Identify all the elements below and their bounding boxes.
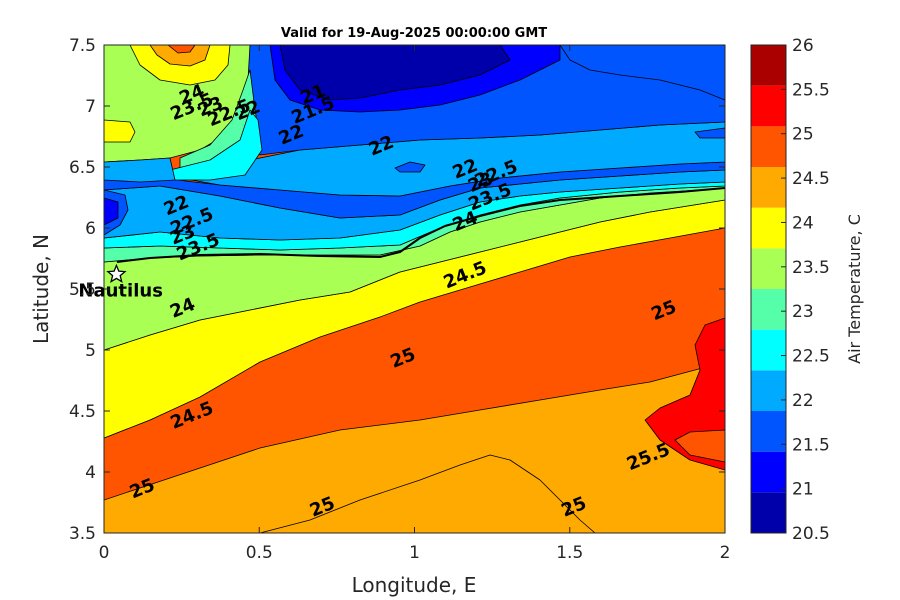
colorbar-tick-label: 22 [792,391,814,411]
colorbar-tick-label: 23 [792,302,814,322]
y-tick-label: 6 [85,219,96,239]
x-tick-label: 0 [99,543,110,563]
y-tick-label: 7 [85,97,96,117]
colorbar-tick-label: 25.5 [792,80,830,100]
colorbar-label: Air Temperature, C [845,214,864,364]
y-tick-label: 6.5 [69,158,96,178]
station-label: Nautilus [78,280,163,301]
colorbar-segment [751,289,786,330]
colorbar-segment [751,85,786,127]
markers: Nautilus [78,263,163,301]
x-tick-label: 1.5 [556,543,583,563]
colorbar-segment [751,492,786,533]
colorbar-tick-label: 21 [792,480,814,500]
colorbar-segment [751,126,786,167]
colorbar: 20.5 21 21.5 22 22.5 23 23.5 24 24.5 25 25.5 26 [750,36,830,544]
y-tick-label: 4.5 [69,402,96,422]
colorbar-segment [751,411,786,452]
colorbar-segment [751,370,786,411]
colorbar-segment [751,451,786,493]
colorbar-tick-label: 24 [792,213,814,233]
x-tick-label: 2 [720,543,731,563]
colorbar-tick-label: 24.5 [792,169,830,189]
colorbar-tick-label: 25 [792,125,814,145]
x-tick-label: 1 [409,543,420,563]
colorbar-segment [751,207,786,249]
colorbar-tick-label: 23.5 [792,258,830,278]
chart-title: Valid for 19-Aug-2025 00:00:00 GMT [281,26,547,41]
y-tick-label: 3.5 [69,524,96,544]
colorbar-tick-label: 21.5 [792,435,830,455]
station-star-icon [106,263,127,283]
colorbar-tick-label: 20.5 [792,524,830,544]
contour-fill [104,45,725,533]
colorbar-tick-label: 26 [792,36,814,56]
x-tick-label: 0.5 [246,543,273,563]
y-tick-label: 4 [85,463,96,483]
colorbar-segment [751,329,786,371]
colorbar-frame [750,44,787,534]
colorbar-tick-label: 22.5 [792,347,830,367]
colorbar-segment [751,45,786,86]
y-axis-ticks: 3.5 4 4.5 5 5.5 6 6.5 7 7.5 [69,36,725,544]
y-tick-label: 5.5 [69,280,96,300]
x-axis-ticks: 0 0.5 1 1.5 2 [99,45,731,563]
y-tick-label: 7.5 [69,36,96,56]
y-tick-label: 5 [85,341,96,361]
colorbar-segment [751,167,786,208]
x-axis-label: Longitude, E [352,573,477,597]
colorbar-segment [751,248,786,289]
y-axis-label: Latitude, N [29,234,53,344]
